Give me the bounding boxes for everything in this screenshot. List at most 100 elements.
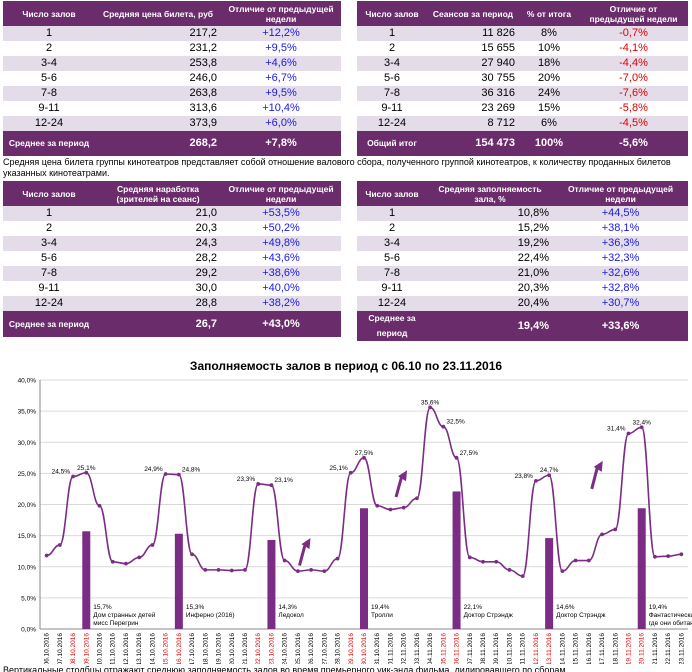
data-point — [653, 554, 657, 559]
cell-diff: -7,6% — [579, 86, 688, 101]
data-point — [454, 455, 459, 460]
ticket-price-table: Число залов Средняя цена билета, руб Отл… — [3, 1, 341, 156]
total-label: Среднее за период — [3, 311, 95, 337]
x-tick-label: 22.11.2016 — [665, 633, 672, 664]
y-tick-label: 5,0% — [21, 595, 36, 602]
y-tick-label: 25,0% — [18, 471, 37, 478]
data-point — [414, 496, 419, 501]
cell-occupancy: 19,2% — [427, 236, 553, 251]
data-point — [216, 567, 221, 572]
y-tick-label: 30,0% — [18, 440, 37, 447]
sessions-table: Число залов Сеансов за период % от итога… — [357, 1, 688, 156]
data-label: 32,5% — [446, 419, 465, 426]
table-row: 3-4 27 940 18% -4,4% — [357, 56, 688, 71]
data-label: 23,8% — [514, 473, 533, 480]
cell-viewers: 28,8 — [95, 296, 221, 311]
col-header-diff: Отличие от предыдущей недели — [221, 181, 341, 206]
table-row: 1 10,8% +44,5% — [357, 206, 688, 221]
x-tick-label: 11.11.2016 — [520, 633, 527, 664]
cell-diff: +38,6% — [221, 266, 341, 281]
cell-percent: 10% — [519, 41, 579, 56]
cell-percent: 6% — [519, 116, 579, 131]
x-tick-label: 30.10.2016 — [361, 633, 368, 664]
data-point — [481, 559, 485, 564]
data-point — [401, 505, 406, 510]
col-header-halls: Число залов — [3, 1, 95, 26]
cell-halls: 1 — [3, 206, 95, 221]
data-point — [84, 470, 89, 475]
col-header-sessions: Сеансов за период — [427, 1, 519, 26]
cell-price: 253,8 — [95, 56, 221, 71]
y-tick-label: 40,0% — [18, 378, 37, 385]
cell-halls: 12-24 — [3, 116, 95, 131]
x-tick-label: 13.11.2016 — [546, 633, 553, 664]
bar-value-label: 15,7% — [93, 604, 112, 611]
x-tick-label: 12.11.2016 — [533, 633, 540, 664]
cell-viewers: 29,2 — [95, 266, 221, 281]
x-tick-label: 15.11.2016 — [573, 633, 580, 664]
cell-diff: +32,3% — [553, 251, 688, 266]
total-price: 268,2 — [95, 131, 221, 156]
film-label-line: Фантастические твари и — [649, 612, 692, 619]
cell-diff: +36,3% — [553, 236, 688, 251]
y-tick-label: 20,0% — [18, 502, 37, 509]
occupancy-chart: Заполняемость залов в период с 06.10 по … — [18, 359, 692, 664]
film-label: Тролли — [371, 612, 393, 619]
data-point — [362, 455, 366, 460]
cell-occupancy: 15,2% — [427, 221, 553, 236]
table-row: 2 20,3 +50,2% — [3, 221, 341, 236]
x-tick-label: 19.10.2016 — [216, 633, 223, 664]
cell-halls: 3-4 — [357, 236, 427, 251]
trend-arrow-icon — [298, 538, 311, 566]
x-tick-label: 20.11.2016 — [639, 633, 646, 664]
data-label: 23,1% — [274, 477, 293, 484]
table-row: 9-11 20,3% +32,8% — [357, 281, 688, 296]
data-point — [57, 543, 62, 547]
x-tick-label: 18.10.2016 — [202, 633, 209, 664]
data-point — [586, 558, 591, 563]
x-tick-label: 31.10.2016 — [374, 633, 381, 664]
cell-halls: 12-24 — [3, 296, 95, 311]
cell-diff: +49,8% — [221, 236, 341, 251]
x-tick-label: 13.10.2016 — [136, 633, 143, 664]
table-row: 3-4 253,8 +4,6% — [3, 56, 341, 71]
cell-sessions: 36 316 — [427, 86, 519, 101]
data-point — [428, 405, 433, 410]
x-tick-label: 06.11.2016 — [454, 633, 461, 664]
y-tick-label: 0,0% — [21, 627, 36, 634]
bar-value-label: 14,3% — [278, 604, 297, 611]
cell-sessions: 11 826 — [427, 26, 519, 41]
trend-arrow-shaft — [298, 542, 307, 566]
cell-halls: 7-8 — [3, 266, 95, 281]
total-label: Среднее за период — [357, 311, 427, 341]
data-label: 24,5% — [52, 468, 71, 475]
data-label: 27,5% — [460, 450, 479, 457]
cell-occupancy: 20,3% — [427, 281, 553, 296]
cell-halls: 3-4 — [357, 56, 427, 71]
cell-price: 263,8 — [95, 86, 221, 101]
x-tick-label: 05.11.2016 — [440, 633, 447, 664]
cell-price: 313,6 — [95, 101, 221, 116]
table-row: 1 21,0 +53,5% — [3, 206, 341, 221]
bar-value-label: 22,1% — [464, 604, 483, 611]
col-header-viewers: Средняя наработка (зрителей на сеанс) — [95, 181, 221, 206]
cell-sessions: 15 655 — [427, 41, 519, 56]
cell-halls: 5-6 — [3, 251, 95, 266]
data-point — [467, 555, 472, 560]
x-tick-label: 29.10.2016 — [348, 633, 355, 664]
x-tick-label: 27.10.2016 — [321, 633, 328, 664]
cell-halls: 7-8 — [3, 86, 95, 101]
film-label: Ледокол — [278, 612, 304, 619]
table-row: 9-11 313,6 +10,4% — [3, 101, 341, 116]
x-tick-label: 04.11.2016 — [427, 633, 434, 664]
data-label: 24,7% — [540, 467, 559, 474]
x-tick-label: 07.11.2016 — [467, 633, 474, 664]
total-diff: +7,8% — [221, 131, 341, 156]
x-tick-label: 21.10.2016 — [242, 633, 249, 664]
trend-arrow-head — [593, 460, 603, 472]
cell-diff: +6,7% — [221, 71, 341, 86]
data-point — [679, 552, 684, 557]
cell-price: 217,2 — [95, 26, 221, 41]
data-point — [243, 567, 247, 572]
table-row: 3-4 24,3 +49,8% — [3, 236, 341, 251]
